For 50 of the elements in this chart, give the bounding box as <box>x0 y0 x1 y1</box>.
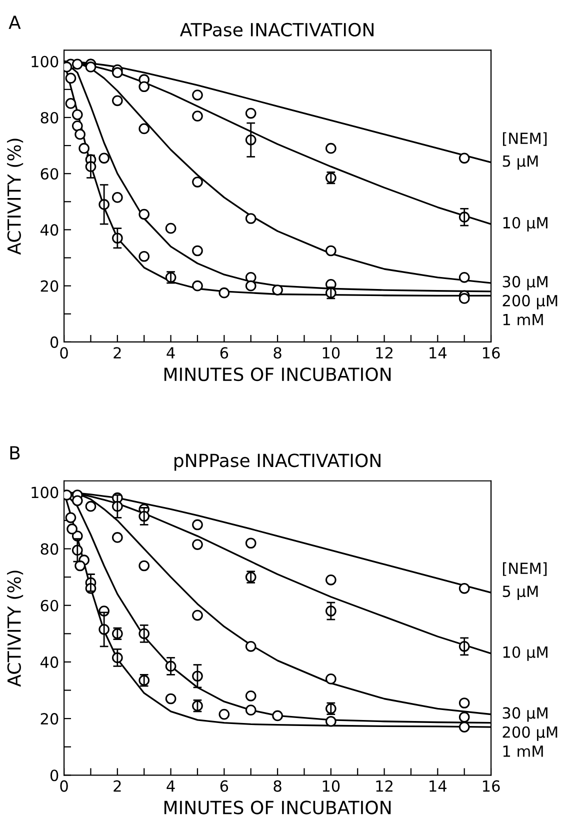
y-tick-label: 40 <box>40 224 58 236</box>
x-tick-label: 16 <box>482 780 500 792</box>
y-tick-label: 100 <box>32 56 58 68</box>
y-tick-label: 0 <box>50 336 58 348</box>
x-tick-label: 14 <box>430 780 447 792</box>
y-tick-label: 40 <box>40 656 58 668</box>
series-label: 200 μM <box>502 294 558 310</box>
x-tick-label: 16 <box>482 347 500 359</box>
chart-title: pNPPase INACTIVATION <box>174 454 380 471</box>
x-tick-label: 12 <box>376 780 392 792</box>
x-tick-label: 4 <box>166 780 175 792</box>
y-tick-label: 0 <box>50 770 58 782</box>
x-tick-label: 8 <box>274 780 282 792</box>
x-tick-label: 10 <box>322 347 340 359</box>
x-axis-title: MINUTES OF INCUBATION <box>164 367 391 382</box>
y-axis-title: ACTIVITY (%) <box>7 570 24 687</box>
series-label: 1 mM <box>503 314 543 326</box>
series-label: 5 μM <box>502 155 538 170</box>
x-tick-label: 2 <box>114 347 121 358</box>
x-tick-label: 12 <box>376 347 392 358</box>
series-label: 10 μM <box>503 646 548 661</box>
y-tick-label: 80 <box>40 543 58 555</box>
x-tick-label: 6 <box>220 347 228 359</box>
series-label: 30 μM <box>502 276 548 290</box>
y-axis-title: ACTIVITY (%) <box>7 138 24 255</box>
x-tick-label: 10 <box>322 780 340 792</box>
series-label: 200 μM <box>502 726 558 741</box>
y-tick-label: 100 <box>32 486 58 498</box>
x-axis-title: MINUTES OF INCUBATION <box>164 800 391 814</box>
y-tick-label: 60 <box>40 600 58 612</box>
legend-title: [NEM] <box>503 562 547 576</box>
y-tick-label: 20 <box>40 280 58 292</box>
x-tick-label: 14 <box>430 347 447 358</box>
text: B <box>10 446 20 460</box>
legend-title: [NEM] <box>503 132 547 146</box>
x-tick-label: 6 <box>220 780 228 792</box>
x-tick-label: 8 <box>274 347 282 359</box>
x-tick-label: 0 <box>60 780 68 792</box>
y-tick-label: 60 <box>40 168 58 180</box>
series-label: 10 μM <box>503 216 548 232</box>
x-tick-label: 0 <box>60 347 68 359</box>
y-tick-label: 80 <box>40 112 58 124</box>
series-label: 5 μM <box>502 586 538 600</box>
series-label: 1 mM <box>503 746 543 757</box>
x-tick-label: 4 <box>166 347 175 358</box>
chart-title: ATPase INACTIVATION <box>180 22 374 37</box>
y-tick-label: 20 <box>40 713 58 725</box>
series-label: 30 μM <box>502 707 548 722</box>
text: A <box>8 16 21 29</box>
x-tick-label: 2 <box>114 780 121 792</box>
